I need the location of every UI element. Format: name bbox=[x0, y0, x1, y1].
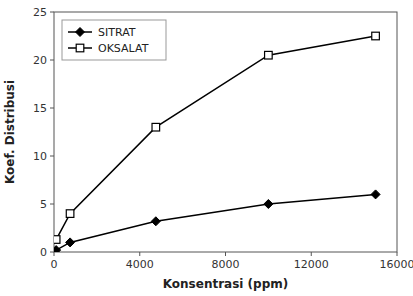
y-tick-label: 5 bbox=[40, 198, 47, 211]
x-tick-label: 4000 bbox=[126, 258, 154, 271]
y-tick bbox=[50, 252, 54, 253]
x-tick-label: 8000 bbox=[212, 258, 240, 271]
x-tick-label: 0 bbox=[51, 258, 58, 271]
x-axis: 0 4000 8000 12000 16000 bbox=[51, 252, 413, 271]
y-tick-label: 0 bbox=[40, 246, 47, 259]
legend-marker bbox=[76, 28, 85, 37]
y-tick bbox=[50, 12, 54, 13]
legend-marker bbox=[76, 44, 84, 52]
point bbox=[371, 190, 380, 199]
x-tick bbox=[139, 252, 140, 256]
y-tick bbox=[50, 156, 54, 157]
y-tick-label: 20 bbox=[33, 54, 47, 67]
point bbox=[151, 217, 160, 226]
legend-label: OKSALAT bbox=[98, 42, 149, 55]
plot-marks bbox=[54, 32, 380, 252]
y-tick-label: 25 bbox=[33, 6, 47, 19]
point bbox=[66, 238, 75, 247]
point bbox=[152, 123, 160, 131]
series bbox=[54, 190, 380, 252]
chart: 0 4000 8000 12000 16000 Konsentrasi (ppm) 0 5 10… bbox=[0, 0, 413, 296]
y-tick bbox=[50, 204, 54, 205]
x-tick-label: 16000 bbox=[380, 258, 413, 271]
plot-area bbox=[54, 12, 397, 252]
series-line bbox=[56, 194, 375, 250]
point bbox=[372, 32, 380, 40]
plot-frame bbox=[54, 12, 397, 252]
y-axis: 0 5 10 15 20 25 bbox=[33, 6, 54, 259]
x-tick-label: 12000 bbox=[294, 258, 329, 271]
point bbox=[264, 200, 273, 209]
y-axis-label: Koef. Distribusi bbox=[3, 80, 17, 184]
series bbox=[54, 32, 379, 243]
x-tick bbox=[311, 252, 312, 256]
point bbox=[54, 246, 61, 252]
point bbox=[66, 210, 74, 218]
point bbox=[265, 51, 273, 59]
y-tick-label: 15 bbox=[33, 102, 47, 115]
x-axis-label: Konsentrasi (ppm) bbox=[163, 277, 289, 291]
y-tick bbox=[50, 60, 54, 61]
y-tick bbox=[50, 108, 54, 109]
legend-box bbox=[62, 20, 166, 60]
point bbox=[54, 236, 60, 244]
legend: SITRAT OKSALAT bbox=[62, 20, 166, 60]
x-tick bbox=[225, 252, 226, 256]
x-tick bbox=[397, 252, 398, 256]
series-line bbox=[56, 36, 375, 240]
legend-label: SITRAT bbox=[98, 26, 136, 39]
x-tick bbox=[54, 252, 55, 256]
y-tick-label: 10 bbox=[33, 150, 47, 163]
